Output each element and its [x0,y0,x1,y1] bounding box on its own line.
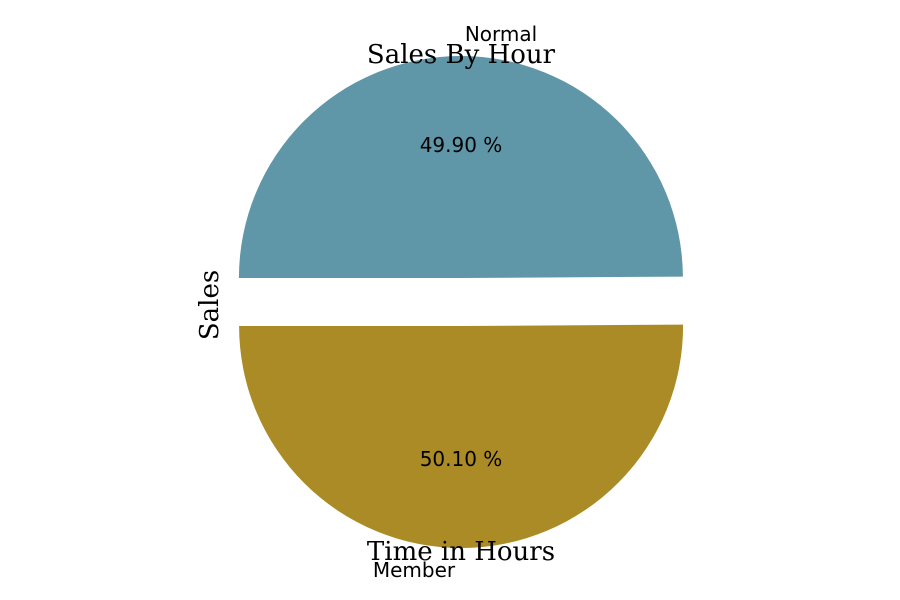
x-axis-label: Time in Hours [367,537,555,567]
y-axis-label: Sales [195,270,225,340]
pie-slice-normal [238,55,683,279]
chart-title: Sales By Hour [367,40,556,70]
slice-pct-normal: 49.90 % [420,133,503,157]
slice-label-member: Member [373,558,456,582]
pie-slice-member [239,324,684,548]
pie-slices [238,55,684,548]
slice-label-normal: Normal [465,22,537,46]
slice-pct-member: 50.10 % [420,447,503,471]
